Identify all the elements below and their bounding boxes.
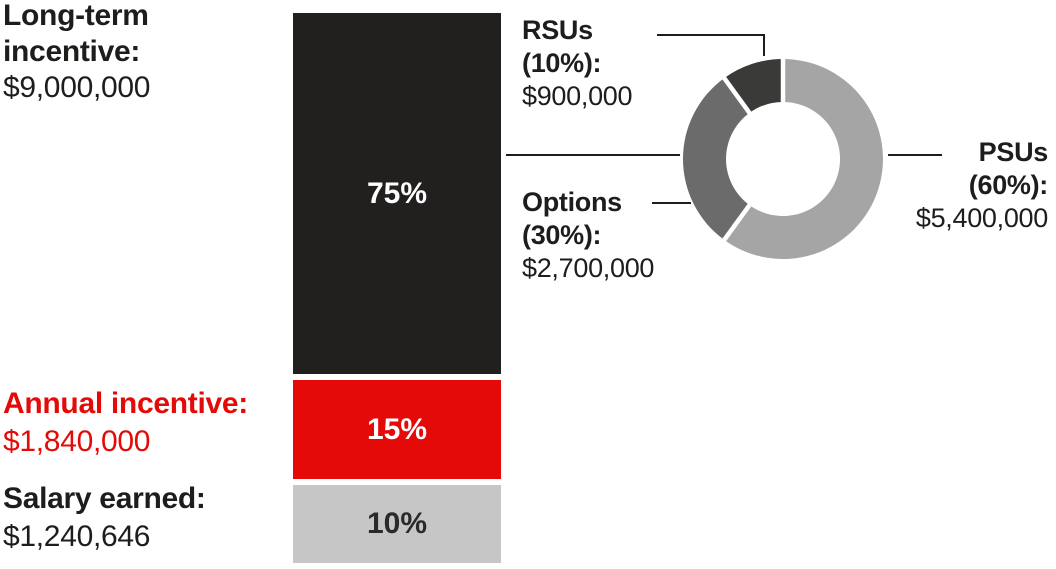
bar-segment-salary_earned: 10% [293, 485, 501, 563]
bar-segment-percent-label: 10% [366, 507, 428, 541]
rsus-leader-line-horizontal [657, 34, 765, 36]
annual-incentive-amount: $1,840,000 [3, 425, 151, 458]
rsus-amount: $900,000 [522, 81, 633, 111]
salary-earned-amount: $1,240,646 [3, 520, 151, 553]
options-amount: $2,700,000 [522, 253, 655, 283]
options-label: Options (30%): $2,700,000 [522, 186, 654, 285]
bar-segment-percent-label: 15% [366, 412, 428, 446]
donut-segment-rsus [724, 59, 783, 113]
psus-leader-line [888, 154, 942, 156]
long-term-incentive-amount: $9,000,000 [3, 71, 151, 104]
bar-segment-percent-label: 75% [366, 176, 428, 210]
psus-label: PSUs (60%): $5,400,000 [916, 136, 1048, 235]
options-title-line2: (30%): [522, 220, 602, 250]
long-term-incentive-label: Long-term incentive: $9,000,000 [3, 0, 150, 106]
bar-to-donut-connector-line [506, 154, 680, 156]
bar-segment-long_term_incentive: 75% [293, 13, 501, 374]
rsus-leader-line-vertical [763, 34, 765, 56]
rsus-title-line2: (10%): [522, 48, 602, 78]
donut-chart [682, 54, 883, 259]
options-leader-line [652, 202, 691, 204]
long-term-incentive-title-line2: incentive: [3, 35, 141, 68]
bar-segment-annual_incentive: 15% [293, 380, 501, 480]
donut-segment-options [682, 78, 750, 240]
long-term-incentive-title-line1: Long-term [3, 0, 149, 32]
annual-incentive-title: Annual incentive: [3, 387, 248, 420]
options-title-line1: Options [522, 187, 622, 217]
annual-incentive-label: Annual incentive: $1,840,000 [3, 385, 248, 461]
stacked-bar: 75% 15% 10% [293, 13, 501, 563]
rsus-title-line1: RSUs [522, 15, 593, 45]
rsus-label: RSUs (10%): $900,000 [522, 14, 633, 113]
psus-title-line2: (60%): [968, 170, 1049, 200]
salary-earned-label: Salary earned: $1,240,646 [3, 480, 206, 556]
donut-segment-separator [718, 197, 757, 247]
donut-segment-psus [724, 59, 883, 259]
psus-amount: $5,400,000 [915, 203, 1048, 233]
psus-title-line1: PSUs [978, 137, 1049, 167]
salary-earned-title: Salary earned: [3, 482, 206, 515]
donut-segment-separator [718, 71, 757, 121]
